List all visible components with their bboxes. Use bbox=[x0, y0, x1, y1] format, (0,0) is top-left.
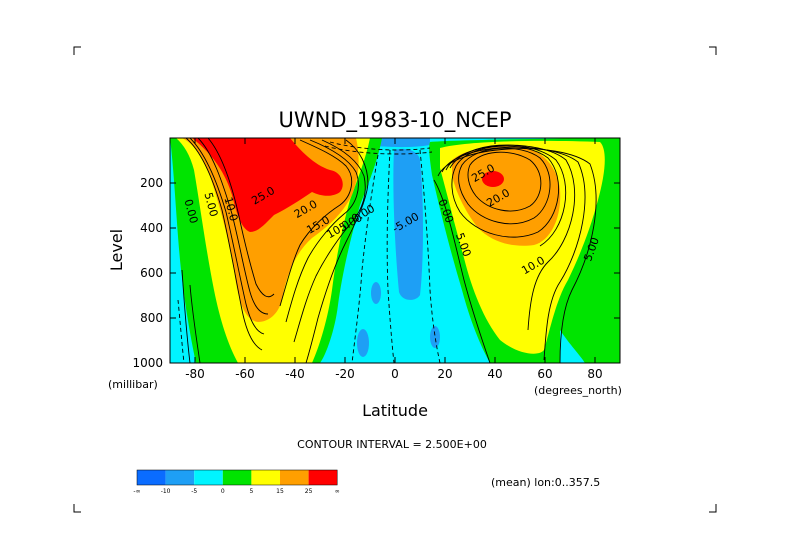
x-tick-label: 20 bbox=[437, 367, 452, 381]
legend-swatch bbox=[194, 470, 223, 485]
legend-label: -∞ bbox=[133, 488, 140, 495]
y-tick-label: 400 bbox=[140, 221, 163, 235]
contour-label: 5.00 bbox=[201, 191, 220, 218]
x-tick-label: 0 bbox=[391, 367, 399, 381]
legend-swatch bbox=[137, 470, 166, 485]
x-tick-label: 40 bbox=[487, 367, 502, 381]
x-tick-label: -40 bbox=[285, 367, 305, 381]
legend-swatch bbox=[280, 470, 309, 485]
legend-swatch bbox=[308, 470, 338, 485]
contour-label: 0.00 bbox=[181, 198, 200, 225]
legend-swatch bbox=[165, 470, 195, 485]
legend-label: 25 bbox=[305, 488, 313, 495]
filled-contours bbox=[170, 138, 620, 363]
contour-interval-text: CONTOUR INTERVAL = 2.500E+00 bbox=[297, 438, 487, 451]
x-axis-label: Latitude bbox=[362, 401, 428, 420]
y-tick-label: 600 bbox=[140, 266, 163, 280]
y-tick-label: 200 bbox=[140, 176, 163, 190]
contour-label: 10.0 bbox=[221, 196, 240, 223]
chart-title: UWND_1983-10_NCEP bbox=[278, 108, 511, 133]
x-axis-unit: (degrees_north) bbox=[534, 384, 622, 397]
x-tick-label: -80 bbox=[185, 367, 205, 381]
legend-label: 0 bbox=[221, 488, 225, 495]
color-legend: -∞ -10 -5 0 5 15 25 ∞ bbox=[133, 469, 340, 495]
x-tick-label: -60 bbox=[235, 367, 255, 381]
legend-label: -5 bbox=[191, 488, 197, 495]
legend-label: 5 bbox=[249, 488, 253, 495]
y-axis-label: Level bbox=[107, 229, 126, 271]
legend-label: -10 bbox=[161, 488, 171, 495]
legend-frame bbox=[136, 469, 338, 486]
corner-marks bbox=[73, 46, 717, 513]
y-axis-unit: (millibar) bbox=[108, 378, 158, 391]
y-tick-label: 1000 bbox=[132, 356, 163, 370]
legend-swatch bbox=[222, 470, 252, 485]
y-tick-label: 800 bbox=[140, 311, 163, 325]
legend-label: 15 bbox=[276, 488, 284, 495]
legend-label: ∞ bbox=[335, 488, 340, 495]
x-tick-label: 60 bbox=[537, 367, 552, 381]
axis-ticks: -80 -60 -40 -20 0 20 40 60 80 200 400 600 800 1000 bbox=[132, 138, 620, 381]
x-tick-label: 80 bbox=[587, 367, 602, 381]
x-tick-label: -20 bbox=[335, 367, 355, 381]
legend-swatch bbox=[251, 470, 280, 485]
mean-lon-text: (mean) lon:0..357.5 bbox=[491, 476, 600, 489]
